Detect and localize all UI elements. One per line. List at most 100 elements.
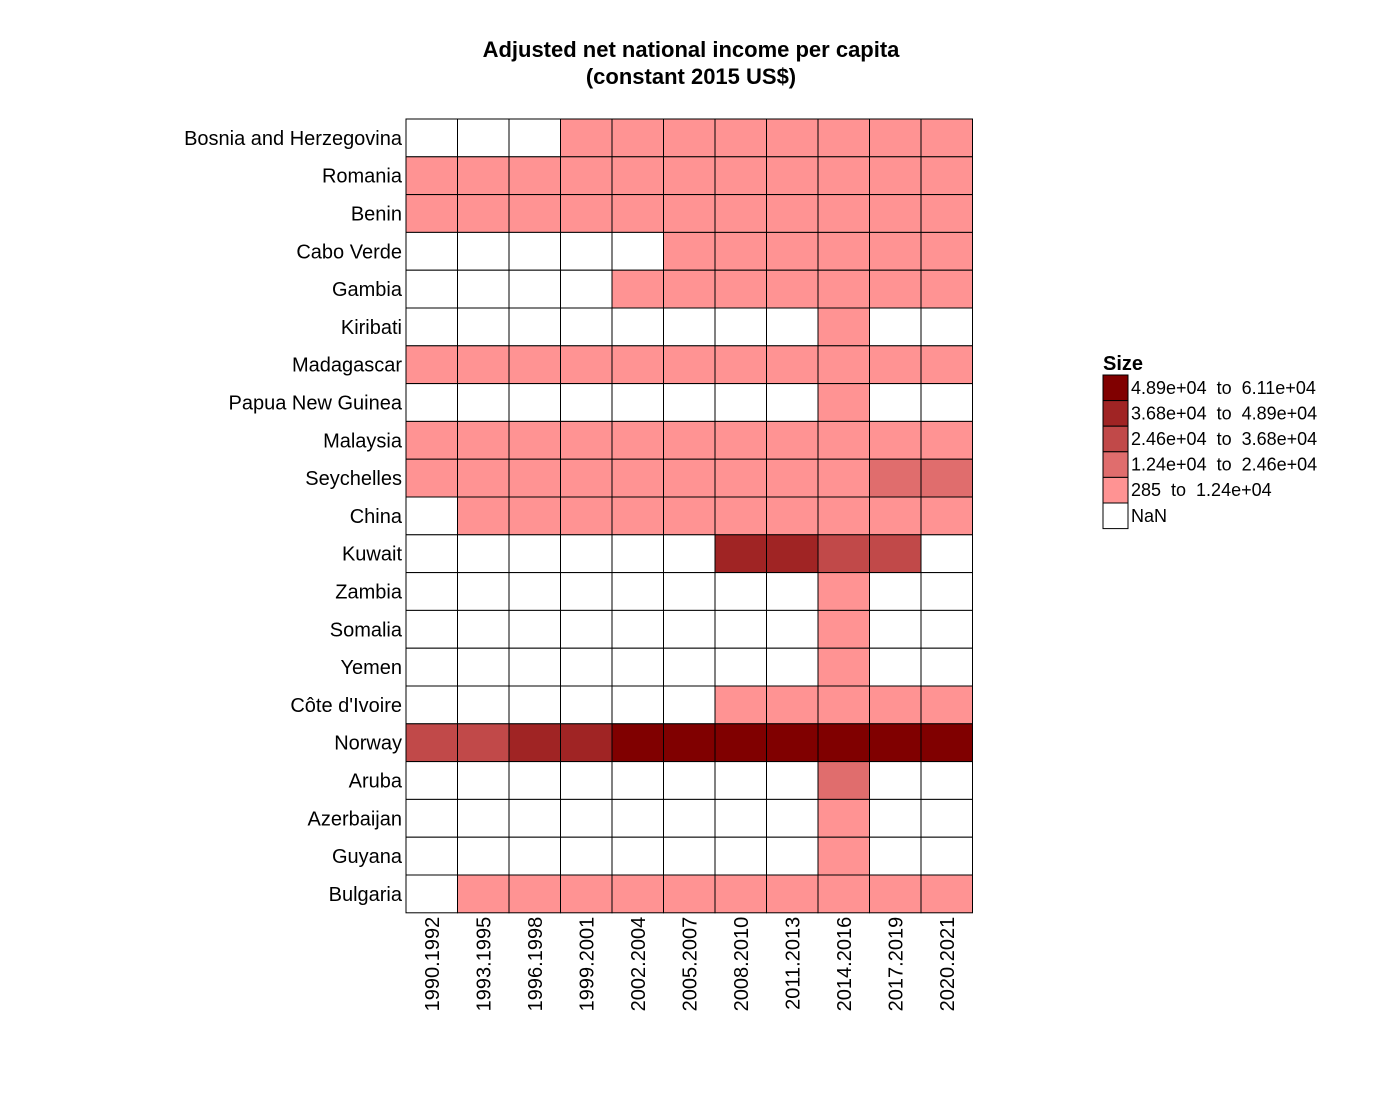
heatmap-cell — [817, 534, 870, 574]
heatmap-cell — [817, 231, 870, 271]
heatmap-cell — [560, 496, 613, 536]
heatmap-cell — [508, 383, 561, 422]
heatmap-cell — [920, 458, 973, 498]
heatmap-cell — [611, 420, 664, 460]
heatmap-cell — [663, 798, 716, 838]
heatmap-cell — [714, 609, 767, 649]
row-label: Kiribati — [341, 317, 402, 339]
heatmap-cell — [714, 420, 767, 460]
heatmap-cell — [508, 723, 561, 763]
heatmap-cell — [457, 420, 510, 460]
heatmap-cell — [405, 383, 458, 422]
heatmap-cell — [405, 647, 458, 687]
heatmap-cell — [817, 345, 870, 385]
heatmap-cell — [457, 609, 510, 649]
heatmap-cell — [920, 420, 973, 460]
heatmap-cell — [405, 798, 458, 838]
heatmap-cell — [611, 609, 664, 649]
heatmap-cell — [714, 345, 767, 385]
heatmap-cell — [817, 723, 870, 763]
heatmap-cell — [817, 458, 870, 498]
heatmap-cell — [869, 723, 922, 763]
heatmap-cell — [766, 798, 819, 838]
legend-label: NaN — [1131, 506, 1167, 526]
column-label: 1996.1998 — [525, 917, 547, 1012]
heatmap-cell — [714, 231, 767, 271]
heatmap-cell — [920, 874, 973, 914]
heatmap-cell — [508, 647, 561, 687]
heatmap-cell — [611, 798, 664, 838]
heatmap-cell — [766, 156, 819, 196]
heatmap-cell — [663, 496, 716, 536]
heatmap-cell — [508, 194, 561, 233]
heatmap-cell — [405, 685, 458, 725]
heatmap-cell — [766, 761, 819, 800]
heatmap-cell — [869, 609, 922, 649]
heatmap-cell — [817, 798, 870, 838]
heatmap-cell — [611, 761, 664, 800]
row-labels: Bosnia and Herzegovina Romania Benin Cabo V… — [184, 128, 403, 906]
heatmap-cell — [663, 761, 716, 800]
heatmap-cell — [508, 874, 561, 914]
heatmap-cell — [817, 269, 870, 309]
heatmap-cell — [920, 496, 973, 536]
heatmap-cell — [766, 534, 819, 574]
heatmap-cell — [508, 761, 561, 800]
heatmap-cell — [714, 836, 767, 876]
heatmap-cell — [663, 609, 716, 649]
heatmap-cell — [405, 534, 458, 574]
heatmap-cell — [663, 156, 716, 196]
heatmap-cell — [766, 496, 819, 536]
heatmap-cell — [920, 269, 973, 309]
row-label: Côte d'Ivoire — [290, 695, 402, 717]
legend-swatch — [1102, 502, 1129, 530]
heatmap-cell — [817, 496, 870, 536]
heatmap-cell — [611, 874, 664, 914]
heatmap-cell — [714, 156, 767, 196]
column-label: 2017.2019 — [885, 917, 907, 1012]
heatmap-cell — [766, 420, 819, 460]
heatmap-cell — [714, 685, 767, 725]
heatmap-cell — [766, 269, 819, 309]
heatmap-cell — [457, 534, 510, 574]
heatmap-cell — [611, 269, 664, 309]
heatmap-cell — [766, 723, 819, 763]
heatmap-cell — [766, 307, 819, 347]
heatmap-cell — [663, 307, 716, 347]
heatmap-cell — [766, 874, 819, 914]
heatmap-cell — [560, 534, 613, 574]
heatmap-cell — [869, 231, 922, 271]
heatmap-cell — [714, 458, 767, 498]
heatmap-cell — [869, 534, 922, 574]
heatmap-cell — [457, 307, 510, 347]
heatmap-cell — [714, 534, 767, 574]
heatmap-cell — [405, 458, 458, 498]
heatmap-cell — [508, 269, 561, 309]
heatmap-cell — [508, 496, 561, 536]
heatmap-cell — [457, 194, 510, 233]
heatmap-cell — [508, 609, 561, 649]
heatmap-cell — [817, 572, 870, 611]
row-label: Aruba — [349, 771, 403, 793]
chart-title-line1: Adjusted net national income per capita — [483, 37, 901, 62]
heatmap-cell — [405, 194, 458, 233]
heatmap-cell — [817, 156, 870, 196]
heatmap-cell — [920, 156, 973, 196]
heatmap-cell — [869, 383, 922, 422]
heatmap-cell — [869, 156, 922, 196]
heatmap-cells — [405, 118, 973, 914]
legend-label: 2.46e+04 to 3.68e+04 — [1131, 429, 1317, 449]
heatmap-cell — [817, 307, 870, 347]
heatmap-cell — [869, 572, 922, 611]
row-label: Norway — [334, 733, 402, 755]
heatmap-cell — [457, 383, 510, 422]
heatmap-cell — [611, 194, 664, 233]
heatmap-cell — [611, 723, 664, 763]
heatmap-cell — [714, 118, 767, 158]
heatmap-cell — [817, 874, 870, 914]
heatmap-cell — [611, 383, 664, 422]
column-label: 2011.2013 — [782, 917, 804, 1010]
column-labels: 1990.1992 1993.1995 1996.1998 1999.2001 2002… — [422, 917, 959, 1012]
column-label: 1999.2001 — [576, 917, 598, 1012]
heatmap-cell — [560, 383, 613, 422]
